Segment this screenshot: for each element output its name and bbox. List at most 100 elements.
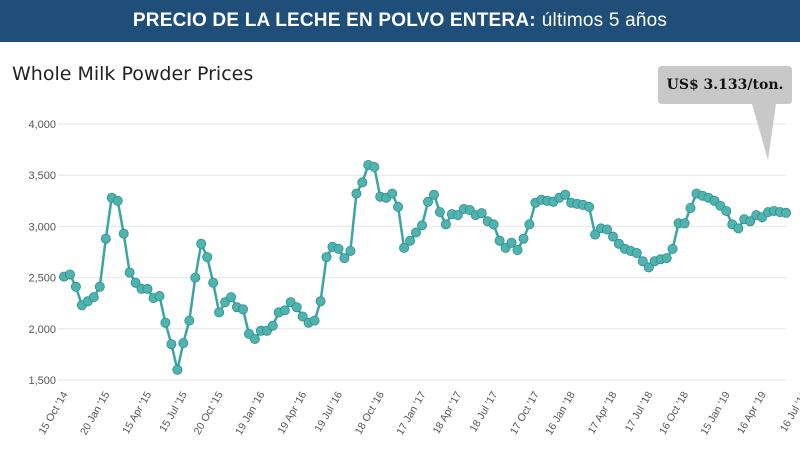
x-tick-label: 18 Oct '16 bbox=[353, 389, 387, 436]
data-point bbox=[184, 315, 195, 326]
data-point bbox=[745, 216, 756, 227]
data-point bbox=[399, 242, 410, 253]
data-point bbox=[196, 238, 207, 249]
data-point bbox=[190, 272, 201, 283]
data-point bbox=[321, 252, 332, 263]
data-point bbox=[65, 269, 76, 280]
x-tick-label: 15 Jul '15 bbox=[157, 389, 190, 434]
data-point bbox=[351, 188, 362, 199]
data-point bbox=[422, 196, 433, 207]
data-point bbox=[631, 247, 642, 258]
data-point bbox=[142, 283, 153, 294]
y-axis-labels: 1,500 2,000 2,500 3,000 3,500 4,000 bbox=[28, 119, 56, 387]
x-tick-label: 16 Jul '19 bbox=[778, 389, 800, 434]
grid-lines bbox=[58, 123, 786, 381]
x-tick-label: 17 Jan '17 bbox=[394, 389, 429, 437]
data-point bbox=[100, 233, 111, 244]
data-point bbox=[679, 218, 690, 229]
x-axis-labels: 15 Oct '14 20 Jan '15 15 Apr '15 15 Jul '15… bbox=[36, 389, 800, 437]
data-point bbox=[410, 227, 421, 238]
data-point bbox=[494, 235, 505, 246]
x-tick-label: 16 Jan '18 bbox=[543, 389, 578, 437]
y-tick-label: 2,000 bbox=[28, 324, 56, 336]
data-point bbox=[357, 177, 368, 188]
data-point bbox=[130, 277, 141, 288]
data-point bbox=[333, 243, 344, 254]
data-point bbox=[733, 223, 744, 234]
data-point bbox=[476, 208, 487, 219]
data-point bbox=[637, 256, 648, 267]
data-point bbox=[452, 210, 463, 221]
data-point bbox=[291, 302, 302, 313]
data-point bbox=[661, 253, 672, 264]
data-point bbox=[249, 333, 260, 344]
x-tick-label: 19 Jan '16 bbox=[233, 389, 268, 437]
data-point bbox=[279, 305, 290, 316]
x-tick-label: 19 Jul '16 bbox=[312, 389, 345, 434]
data-point bbox=[124, 267, 135, 278]
x-tick-label: 17 Jul '18 bbox=[623, 389, 656, 434]
data-point bbox=[315, 296, 326, 307]
data-point bbox=[643, 262, 654, 273]
data-point bbox=[590, 229, 601, 240]
data-point bbox=[584, 201, 595, 212]
y-tick-label: 3,000 bbox=[28, 221, 56, 233]
data-point bbox=[345, 245, 356, 256]
data-point bbox=[524, 219, 535, 230]
x-tick-label: 18 Apr '17 bbox=[431, 389, 465, 436]
data-point bbox=[166, 339, 177, 350]
data-point bbox=[434, 207, 445, 218]
x-tick-label: 20 Oct '15 bbox=[192, 389, 226, 436]
data-point bbox=[160, 317, 171, 328]
price-callout-bubble bbox=[658, 66, 792, 160]
data-point bbox=[112, 195, 123, 206]
data-point bbox=[94, 281, 105, 292]
banner-title-rest: últimos 5 años bbox=[541, 10, 668, 31]
data-point bbox=[721, 205, 732, 216]
y-tick-label: 2,500 bbox=[28, 273, 56, 285]
x-tick-label: 17 Oct '17 bbox=[508, 389, 542, 436]
data-point bbox=[88, 292, 99, 303]
data-point bbox=[208, 277, 219, 288]
x-tick-label: 15 Oct '14 bbox=[36, 389, 70, 436]
data-point bbox=[685, 202, 696, 213]
x-tick-label: 15 Jan '19 bbox=[698, 389, 733, 437]
data-point bbox=[560, 189, 571, 200]
data-point bbox=[70, 281, 81, 292]
title-banner: PRECIO DE LA LECHE EN POLVO ENTERA: últi… bbox=[0, 0, 800, 42]
data-point bbox=[602, 224, 613, 235]
data-point bbox=[202, 252, 213, 263]
data-point bbox=[339, 253, 350, 264]
y-tick-label: 1,500 bbox=[28, 375, 56, 387]
x-tick-label: 17 Apr '18 bbox=[586, 389, 620, 436]
data-point bbox=[608, 231, 619, 242]
data-point bbox=[405, 235, 416, 246]
data-point bbox=[267, 320, 278, 331]
data-point bbox=[387, 188, 398, 199]
data-point bbox=[309, 315, 320, 326]
data-point bbox=[440, 219, 451, 230]
data-points bbox=[59, 159, 792, 375]
x-tick-label: 20 Jan '15 bbox=[78, 389, 113, 437]
x-tick-label: 16 Oct '18 bbox=[657, 389, 691, 436]
data-point bbox=[369, 161, 380, 172]
price-callout-text: US$ 3.133/ton. bbox=[666, 77, 784, 93]
y-tick-label: 3,500 bbox=[28, 170, 56, 182]
x-tick-label: 19 Apr '16 bbox=[275, 389, 309, 436]
data-point bbox=[667, 243, 678, 254]
data-point bbox=[214, 307, 225, 318]
data-point bbox=[512, 244, 523, 255]
data-point bbox=[416, 220, 427, 231]
x-tick-label: 16 Apr '19 bbox=[735, 389, 769, 436]
data-point bbox=[781, 207, 792, 218]
x-tick-label: 18 Jul '17 bbox=[468, 389, 501, 434]
data-point bbox=[488, 219, 499, 230]
data-point bbox=[178, 338, 189, 349]
data-point bbox=[506, 237, 517, 248]
data-point bbox=[226, 292, 237, 303]
data-point bbox=[237, 304, 248, 315]
data-point bbox=[428, 189, 439, 200]
banner-title-bold: PRECIO DE LA LECHE EN POLVO ENTERA: bbox=[132, 10, 536, 31]
price-series-line bbox=[63, 163, 787, 371]
